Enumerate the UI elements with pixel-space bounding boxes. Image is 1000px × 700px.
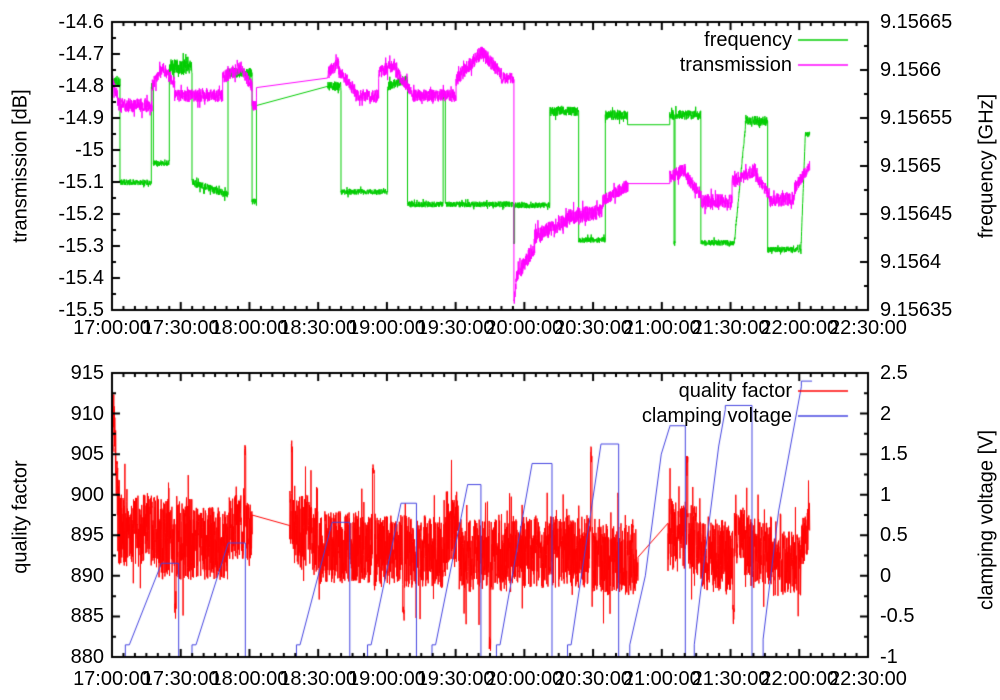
y-right-tick-label: -1 bbox=[880, 646, 898, 668]
y-right-tick-label: 0.5 bbox=[880, 524, 908, 547]
x-tick-label: 17:00:00 bbox=[73, 317, 151, 339]
y-left-tick-label: 895 bbox=[70, 524, 104, 547]
x-tick-label: 22:30:00 bbox=[829, 317, 907, 339]
y-left-tick-label: -15.2 bbox=[58, 203, 104, 225]
y-right-tick-label: 9.15655 bbox=[880, 107, 953, 129]
x-tick-label: 18:00:00 bbox=[210, 668, 289, 690]
x-tick-label: 21:30:00 bbox=[691, 668, 770, 690]
y-right-tick-label: 9.1564 bbox=[880, 251, 942, 273]
x-tick-label: 21:30:00 bbox=[691, 317, 770, 339]
legend-label-transmission: transmission bbox=[679, 54, 792, 76]
y-left-tick-label: -15 bbox=[75, 139, 104, 161]
y-right-tick-label: 9.15665 bbox=[880, 11, 953, 33]
x-tick-label: 22:30:00 bbox=[829, 668, 907, 690]
x-tick-label: 20:00:00 bbox=[485, 317, 564, 339]
y-right-tick-label: 2.5 bbox=[880, 362, 908, 384]
y-left-tick-label: -14.8 bbox=[58, 75, 104, 97]
x-tick-label: 19:00:00 bbox=[347, 668, 426, 690]
y-left-tick-label: 915 bbox=[70, 362, 104, 384]
y-left-tick-label: 905 bbox=[70, 443, 104, 466]
x-tick-label: 18:30:00 bbox=[279, 317, 358, 339]
y-right-tick-label: 9.1566 bbox=[880, 59, 942, 81]
x-tick-label: 20:30:00 bbox=[554, 668, 632, 690]
y-left-tick-label: -15.4 bbox=[58, 267, 104, 289]
y-right-tick-label: -0.5 bbox=[880, 605, 915, 628]
legend-label-quality-factor: quality factor bbox=[678, 380, 792, 402]
y-left-tick-label: -15.3 bbox=[58, 235, 104, 257]
y-left-tick-label: 900 bbox=[70, 483, 104, 506]
x-tick-label: 17:00:00 bbox=[73, 668, 151, 690]
y-left-tick-label: 885 bbox=[70, 605, 104, 628]
y-right-tick-label: 9.1565 bbox=[880, 155, 942, 177]
y-right-tick-label: 9.15635 bbox=[880, 299, 953, 321]
axis-title-quality-factor: quality factor bbox=[9, 460, 32, 574]
x-tick-label: 22:00:00 bbox=[760, 317, 839, 339]
y-left-tick-label: -14.7 bbox=[58, 43, 104, 65]
x-tick-label: 17:30:00 bbox=[141, 317, 220, 339]
y-left-tick-label: -14.9 bbox=[58, 107, 104, 129]
x-tick-label: 20:30:00 bbox=[554, 317, 632, 339]
y-left-tick-label: 890 bbox=[70, 564, 104, 587]
y-left-tick-label: 880 bbox=[70, 646, 104, 668]
y-left-tick-label: 910 bbox=[70, 402, 104, 425]
x-tick-label: 21:00:00 bbox=[622, 668, 701, 690]
x-tick-label: 21:00:00 bbox=[622, 317, 701, 339]
x-tick-label: 20:00:00 bbox=[485, 668, 564, 690]
x-tick-label: 18:00:00 bbox=[210, 317, 289, 339]
x-tick-label: 19:00:00 bbox=[347, 317, 426, 339]
x-tick-label: 19:30:00 bbox=[416, 668, 495, 690]
y-right-tick-label: 1 bbox=[880, 483, 892, 506]
y-left-tick-label: -15.1 bbox=[58, 171, 104, 193]
axis-title-transmission: transmission [dB] bbox=[9, 89, 32, 243]
y-left-tick-label: -14.6 bbox=[58, 11, 104, 33]
y-right-tick-label: 1.5 bbox=[880, 443, 908, 466]
legend-label-frequency: frequency bbox=[704, 29, 792, 51]
x-tick-label: 22:00:00 bbox=[760, 668, 839, 690]
y-right-tick-label: 9.15645 bbox=[880, 203, 953, 225]
x-tick-label: 18:30:00 bbox=[279, 668, 358, 690]
x-tick-label: 19:30:00 bbox=[416, 317, 495, 339]
legend-label-clamping-voltage: clamping voltage bbox=[641, 405, 792, 427]
y-left-tick-label: -15.5 bbox=[58, 299, 104, 321]
y-right-tick-label: 2 bbox=[880, 402, 892, 425]
x-tick-label: 17:30:00 bbox=[141, 668, 220, 690]
y-right-tick-label: 0 bbox=[880, 564, 892, 587]
